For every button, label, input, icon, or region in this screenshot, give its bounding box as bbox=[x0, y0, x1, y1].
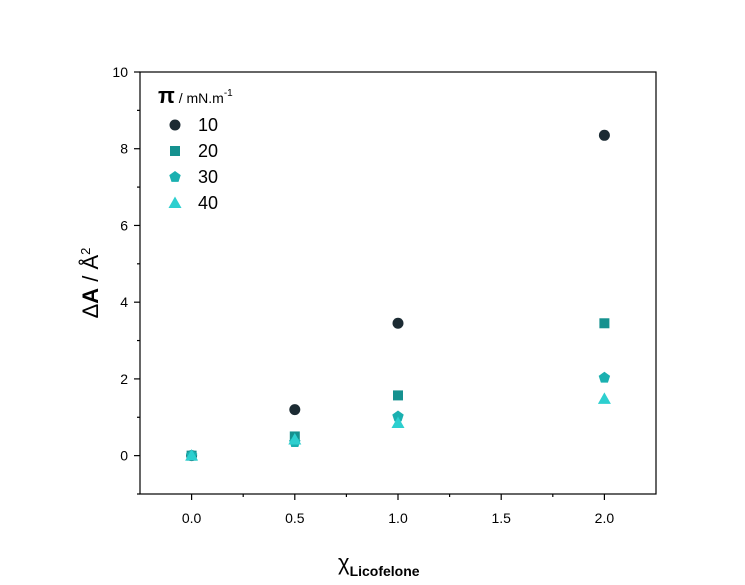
data-points bbox=[185, 129, 611, 462]
y-tick-label-0: 0 bbox=[120, 448, 128, 464]
legend-label-20: 20 bbox=[198, 141, 218, 161]
legend-title-unit: / mN.m bbox=[175, 90, 224, 106]
legend-label-40: 40 bbox=[198, 193, 218, 213]
legend-title-sup: -1 bbox=[224, 88, 233, 99]
y-tick-label-4: 8 bbox=[120, 141, 128, 157]
x-axis-title: χLicofelone bbox=[338, 550, 420, 579]
y-tick-label-1: 2 bbox=[120, 371, 128, 387]
y-tick-label-3: 6 bbox=[120, 217, 128, 233]
legend-title: π / mN.m-1 bbox=[158, 83, 233, 108]
point-series-40-1 bbox=[288, 433, 302, 445]
legend-marker-20 bbox=[170, 146, 180, 156]
legend-marker-30 bbox=[169, 171, 181, 182]
legend-title-symbol: π bbox=[158, 83, 175, 108]
legend: π / mN.m-1 10 20 30 40 bbox=[158, 83, 233, 213]
y-axis-sup: 2 bbox=[78, 248, 93, 255]
legend-label-10: 10 bbox=[198, 115, 218, 135]
point-series-20-2 bbox=[393, 390, 403, 401]
x-tick-label-1: 0.5 bbox=[285, 510, 305, 526]
legend-items: 10 20 30 40 bbox=[168, 115, 218, 213]
y-axis-prefix: Δ bbox=[78, 303, 103, 318]
point-series-10-2 bbox=[392, 317, 404, 329]
x-tick-label-0: 0.0 bbox=[182, 510, 202, 526]
x-tick-label-3: 1.5 bbox=[491, 510, 511, 526]
point-series-10-1 bbox=[289, 404, 301, 416]
y-tick-label-5: 10 bbox=[112, 64, 128, 80]
point-series-30-3 bbox=[598, 371, 611, 383]
axis-ticks: 0.0 0.5 1.0 1.5 2.0 0 2 4 6 8 10 bbox=[112, 64, 614, 526]
legend-marker-10 bbox=[169, 119, 181, 131]
point-series-40-0 bbox=[185, 449, 199, 461]
x-axis-symbol: χ bbox=[338, 550, 350, 575]
point-series-20-3 bbox=[599, 318, 610, 329]
y-axis-bold: A bbox=[78, 288, 103, 304]
point-series-30-2 bbox=[392, 410, 404, 422]
x-tick-label-2: 1.0 bbox=[388, 510, 408, 526]
point-series-10-3 bbox=[598, 129, 610, 141]
x-axis-subscript: Licofelone bbox=[350, 563, 420, 579]
x-tick-label-4: 2.0 bbox=[595, 510, 615, 526]
point-series-40-3 bbox=[597, 392, 611, 404]
y-tick-label-2: 4 bbox=[120, 294, 128, 310]
plot-frame bbox=[139, 71, 657, 495]
y-axis-middle: / Å bbox=[78, 254, 103, 287]
legend-label-30: 30 bbox=[198, 167, 218, 187]
point-series-40-2 bbox=[391, 416, 405, 429]
y-axis-title: ΔA / Å2 bbox=[78, 248, 103, 319]
legend-marker-40 bbox=[168, 196, 182, 208]
